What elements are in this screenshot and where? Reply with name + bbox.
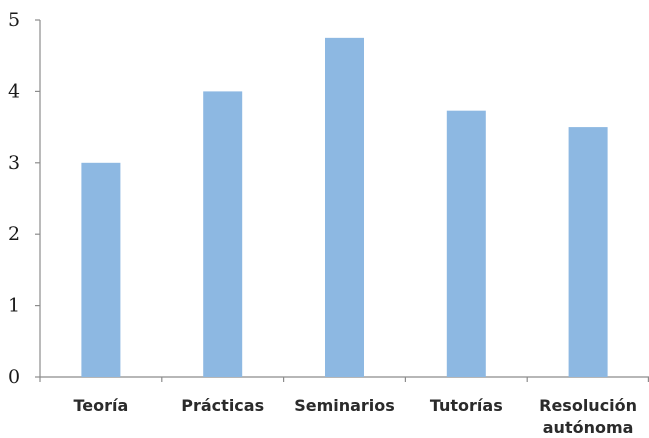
- x-tick-label: Teoría: [73, 396, 128, 415]
- bar-5: [568, 127, 608, 377]
- x-tick-label: Seminarios: [294, 396, 395, 415]
- y-tick-label: 3: [8, 152, 20, 174]
- x-tick-label-line: Seminarios: [294, 396, 395, 415]
- x-tick-label-line: Prácticas: [181, 396, 264, 415]
- bar-2: [203, 91, 243, 378]
- bar-1: [81, 162, 121, 377]
- x-tick-label-line: Tutorías: [430, 396, 503, 415]
- bar-4: [446, 110, 486, 377]
- x-tick-label: Resolución autónoma: [539, 396, 637, 437]
- bar-3: [325, 37, 364, 377]
- x-tick-label-line: autónoma: [543, 418, 634, 437]
- y-tick-label: 2: [8, 223, 20, 245]
- y-tick-label: 0: [8, 366, 20, 388]
- x-tick-label: Prácticas: [181, 396, 264, 415]
- y-axis: 0 1 2 3 4 5: [8, 9, 41, 388]
- y-tick-label: 1: [8, 295, 20, 317]
- x-axis: Teoría Prácticas Seminarios Tutorías Resoluc…: [39, 376, 649, 437]
- y-tick-label: 4: [8, 80, 20, 102]
- x-tick-label-line: Teoría: [73, 396, 128, 415]
- x-tick-label-line: Resolución: [539, 396, 637, 415]
- x-tick-label: Tutorías: [430, 396, 503, 415]
- bars: [81, 37, 608, 378]
- y-tick-label: 5: [8, 9, 20, 31]
